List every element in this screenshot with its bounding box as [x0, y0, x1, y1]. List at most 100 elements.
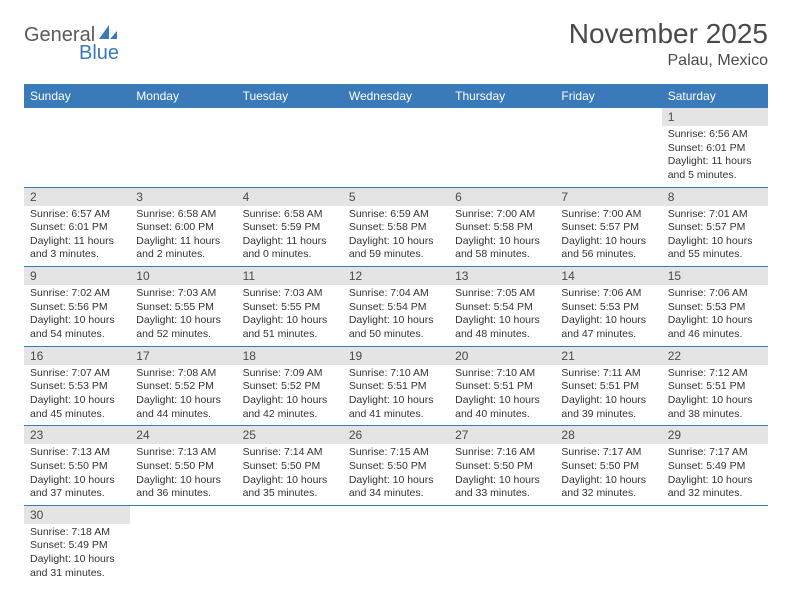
day-details: Sunrise: 7:06 AMSunset: 5:53 PMDaylight:…	[555, 285, 661, 346]
day-details: Sunrise: 7:05 AMSunset: 5:54 PMDaylight:…	[449, 285, 555, 346]
day-details: Sunrise: 7:00 AMSunset: 5:57 PMDaylight:…	[555, 206, 661, 267]
calendar-cell: 9Sunrise: 7:02 AMSunset: 5:56 PMDaylight…	[24, 267, 130, 347]
day-number: 1	[662, 108, 768, 126]
day-number: 2	[24, 188, 130, 206]
day-details: Sunrise: 6:58 AMSunset: 5:59 PMDaylight:…	[237, 206, 343, 267]
calendar-cell: 6Sunrise: 7:00 AMSunset: 5:58 PMDaylight…	[449, 187, 555, 267]
calendar-cell	[237, 505, 343, 584]
day-number: 17	[130, 347, 236, 365]
calendar-header-row: SundayMondayTuesdayWednesdayThursdayFrid…	[24, 84, 768, 108]
day-details: Sunrise: 7:07 AMSunset: 5:53 PMDaylight:…	[24, 365, 130, 426]
sail-icon	[97, 23, 119, 44]
day-details: Sunrise: 7:13 AMSunset: 5:50 PMDaylight:…	[24, 444, 130, 505]
day-details: Sunrise: 7:01 AMSunset: 5:57 PMDaylight:…	[662, 206, 768, 267]
day-details: Sunrise: 7:15 AMSunset: 5:50 PMDaylight:…	[343, 444, 449, 505]
day-details: Sunrise: 7:03 AMSunset: 5:55 PMDaylight:…	[237, 285, 343, 346]
day-number: 27	[449, 426, 555, 444]
calendar-cell: 13Sunrise: 7:05 AMSunset: 5:54 PMDayligh…	[449, 267, 555, 347]
day-details: Sunrise: 7:18 AMSunset: 5:49 PMDaylight:…	[24, 524, 130, 585]
calendar-cell	[237, 108, 343, 187]
calendar-cell: 29Sunrise: 7:17 AMSunset: 5:49 PMDayligh…	[662, 426, 768, 506]
day-number: 7	[555, 188, 661, 206]
calendar-cell: 21Sunrise: 7:11 AMSunset: 5:51 PMDayligh…	[555, 346, 661, 426]
day-details: Sunrise: 7:17 AMSunset: 5:49 PMDaylight:…	[662, 444, 768, 505]
day-number: 8	[662, 188, 768, 206]
calendar-cell: 2Sunrise: 6:57 AMSunset: 6:01 PMDaylight…	[24, 187, 130, 267]
calendar-cell	[130, 505, 236, 584]
weekday-header: Monday	[130, 84, 236, 108]
calendar-cell: 3Sunrise: 6:58 AMSunset: 6:00 PMDaylight…	[130, 187, 236, 267]
day-details: Sunrise: 7:16 AMSunset: 5:50 PMDaylight:…	[449, 444, 555, 505]
day-number: 19	[343, 347, 449, 365]
logo-text-blue: Blue	[79, 42, 119, 64]
day-number: 14	[555, 267, 661, 285]
calendar-cell: 11Sunrise: 7:03 AMSunset: 5:55 PMDayligh…	[237, 267, 343, 347]
calendar-table: SundayMondayTuesdayWednesdayThursdayFrid…	[24, 84, 768, 584]
day-number: 21	[555, 347, 661, 365]
location: Palau, Mexico	[569, 52, 768, 70]
day-details: Sunrise: 7:12 AMSunset: 5:51 PMDaylight:…	[662, 365, 768, 426]
day-number: 29	[662, 426, 768, 444]
day-number: 11	[237, 267, 343, 285]
day-details: Sunrise: 7:14 AMSunset: 5:50 PMDaylight:…	[237, 444, 343, 505]
day-details: Sunrise: 7:17 AMSunset: 5:50 PMDaylight:…	[555, 444, 661, 505]
weekday-header: Wednesday	[343, 84, 449, 108]
calendar-cell: 10Sunrise: 7:03 AMSunset: 5:55 PMDayligh…	[130, 267, 236, 347]
day-details: Sunrise: 7:03 AMSunset: 5:55 PMDaylight:…	[130, 285, 236, 346]
day-details: Sunrise: 7:04 AMSunset: 5:54 PMDaylight:…	[343, 285, 449, 346]
calendar-cell: 17Sunrise: 7:08 AMSunset: 5:52 PMDayligh…	[130, 346, 236, 426]
month-title: November 2025	[569, 18, 768, 50]
calendar-body: 1Sunrise: 6:56 AMSunset: 6:01 PMDaylight…	[24, 108, 768, 584]
day-number: 26	[343, 426, 449, 444]
day-number: 15	[662, 267, 768, 285]
calendar-cell	[130, 108, 236, 187]
calendar-cell	[555, 505, 661, 584]
title-block: November 2025 Palau, Mexico	[569, 18, 768, 70]
day-details: Sunrise: 6:56 AMSunset: 6:01 PMDaylight:…	[662, 126, 768, 187]
day-details: Sunrise: 7:10 AMSunset: 5:51 PMDaylight:…	[449, 365, 555, 426]
day-number: 4	[237, 188, 343, 206]
calendar-cell: 22Sunrise: 7:12 AMSunset: 5:51 PMDayligh…	[662, 346, 768, 426]
day-number: 30	[24, 506, 130, 524]
calendar-cell: 12Sunrise: 7:04 AMSunset: 5:54 PMDayligh…	[343, 267, 449, 347]
weekday-header: Saturday	[662, 84, 768, 108]
calendar-cell: 26Sunrise: 7:15 AMSunset: 5:50 PMDayligh…	[343, 426, 449, 506]
day-number: 10	[130, 267, 236, 285]
logo-text-blue-wrap: Blue	[79, 42, 119, 65]
calendar-cell	[449, 108, 555, 187]
day-number: 18	[237, 347, 343, 365]
page-header: General November 2025 Palau, Mexico	[24, 18, 768, 70]
day-details: Sunrise: 6:58 AMSunset: 6:00 PMDaylight:…	[130, 206, 236, 267]
day-number: 25	[237, 426, 343, 444]
calendar-cell	[449, 505, 555, 584]
calendar-cell: 14Sunrise: 7:06 AMSunset: 5:53 PMDayligh…	[555, 267, 661, 347]
weekday-header: Friday	[555, 84, 661, 108]
day-number: 28	[555, 426, 661, 444]
day-number: 20	[449, 347, 555, 365]
day-details: Sunrise: 7:13 AMSunset: 5:50 PMDaylight:…	[130, 444, 236, 505]
calendar-cell: 16Sunrise: 7:07 AMSunset: 5:53 PMDayligh…	[24, 346, 130, 426]
calendar-cell	[24, 108, 130, 187]
day-details: Sunrise: 7:02 AMSunset: 5:56 PMDaylight:…	[24, 285, 130, 346]
day-number: 9	[24, 267, 130, 285]
calendar-cell: 25Sunrise: 7:14 AMSunset: 5:50 PMDayligh…	[237, 426, 343, 506]
day-details: Sunrise: 7:08 AMSunset: 5:52 PMDaylight:…	[130, 365, 236, 426]
calendar-cell: 15Sunrise: 7:06 AMSunset: 5:53 PMDayligh…	[662, 267, 768, 347]
calendar-cell: 4Sunrise: 6:58 AMSunset: 5:59 PMDaylight…	[237, 187, 343, 267]
weekday-header: Tuesday	[237, 84, 343, 108]
calendar-cell	[343, 505, 449, 584]
calendar-cell: 20Sunrise: 7:10 AMSunset: 5:51 PMDayligh…	[449, 346, 555, 426]
calendar-cell: 18Sunrise: 7:09 AMSunset: 5:52 PMDayligh…	[237, 346, 343, 426]
day-number: 3	[130, 188, 236, 206]
calendar-cell: 5Sunrise: 6:59 AMSunset: 5:58 PMDaylight…	[343, 187, 449, 267]
day-details: Sunrise: 7:09 AMSunset: 5:52 PMDaylight:…	[237, 365, 343, 426]
calendar-cell: 7Sunrise: 7:00 AMSunset: 5:57 PMDaylight…	[555, 187, 661, 267]
day-details: Sunrise: 6:57 AMSunset: 6:01 PMDaylight:…	[24, 206, 130, 267]
calendar-cell: 19Sunrise: 7:10 AMSunset: 5:51 PMDayligh…	[343, 346, 449, 426]
calendar-cell: 30Sunrise: 7:18 AMSunset: 5:49 PMDayligh…	[24, 505, 130, 584]
calendar-cell	[555, 108, 661, 187]
day-details: Sunrise: 7:10 AMSunset: 5:51 PMDaylight:…	[343, 365, 449, 426]
day-number: 16	[24, 347, 130, 365]
day-details: Sunrise: 7:11 AMSunset: 5:51 PMDaylight:…	[555, 365, 661, 426]
calendar-cell: 1Sunrise: 6:56 AMSunset: 6:01 PMDaylight…	[662, 108, 768, 187]
